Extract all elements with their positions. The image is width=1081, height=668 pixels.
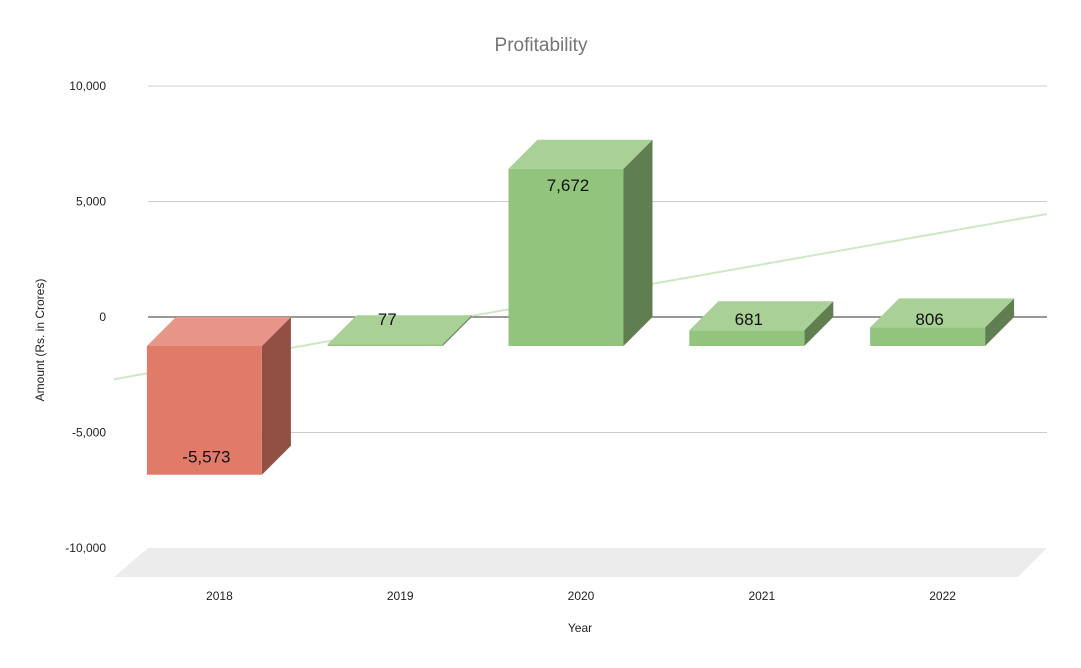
data-label: 681 (735, 310, 763, 329)
bar-top (508, 139, 653, 169)
x-tick-label: 2022 (929, 589, 956, 603)
x-tick-label: 2020 (568, 589, 595, 603)
bar-2018 (146, 317, 291, 475)
bar-side (623, 139, 653, 346)
x-tick-label: 2021 (748, 589, 775, 603)
y-tick-label: 10,000 (69, 79, 106, 93)
y-axis-title: Amount (Rs. in Crores) (33, 279, 47, 402)
bar-2019 (327, 315, 472, 346)
y-tick-label: -5,000 (72, 426, 106, 440)
bar-2021 (689, 301, 834, 346)
bar-side (804, 301, 834, 346)
data-label: 806 (915, 310, 943, 329)
bar-side (985, 298, 1015, 346)
chart-title: Profitability (495, 35, 588, 56)
bar-front (327, 344, 443, 346)
bar-front (146, 346, 262, 475)
bar-side (261, 317, 291, 475)
chart-floor (114, 548, 1047, 577)
bar-front (870, 327, 986, 346)
y-tick-label: 0 (99, 310, 106, 324)
bar-top (689, 301, 834, 331)
bar-front (689, 330, 805, 346)
bar-2020 (508, 139, 653, 346)
bar-2022 (870, 298, 1015, 346)
bar-top (146, 317, 291, 346)
data-label: 7,672 (547, 176, 590, 195)
x-tick-label: 2018 (206, 589, 233, 603)
bar-front (508, 168, 624, 346)
x-tick-label: 2019 (387, 589, 414, 603)
y-tick-label: 5,000 (76, 195, 106, 209)
bar-top (870, 298, 1015, 328)
y-tick-label: -10,000 (65, 541, 106, 555)
data-label: -5,573 (182, 448, 230, 467)
data-label: 77 (378, 310, 397, 329)
x-axis-title: Year (568, 621, 592, 635)
bar-side (442, 315, 472, 346)
bar-top (327, 315, 472, 345)
